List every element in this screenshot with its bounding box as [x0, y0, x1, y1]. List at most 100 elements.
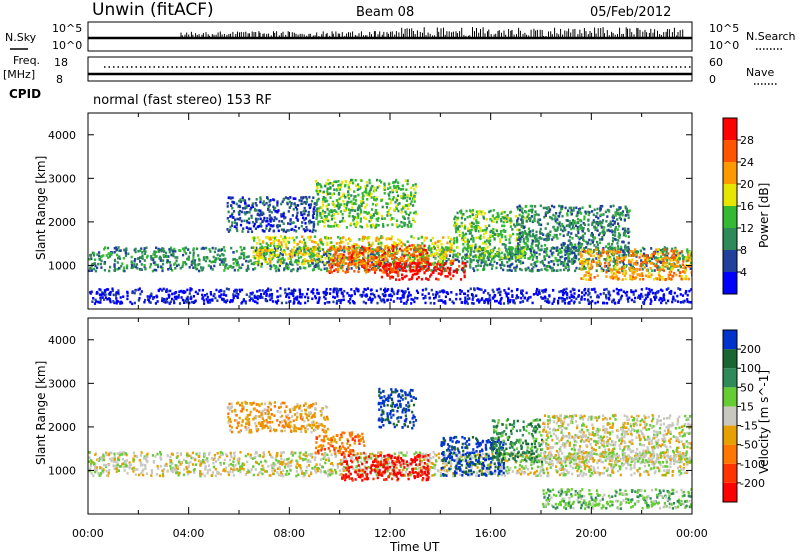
data-cell — [420, 265, 423, 268]
data-cell — [665, 261, 669, 265]
data-cell — [580, 265, 583, 268]
data-cell — [322, 196, 325, 199]
data-cell — [376, 257, 379, 261]
data-cell — [590, 232, 593, 235]
data-cell — [690, 288, 692, 291]
data-cell — [233, 268, 236, 272]
data-cell — [523, 256, 527, 259]
data-cell — [331, 247, 334, 251]
data-cell — [613, 229, 616, 233]
data-cell — [101, 296, 104, 299]
data-cell — [357, 183, 360, 186]
data-cell — [577, 253, 580, 256]
data-cell — [170, 253, 173, 257]
data-cell — [400, 195, 403, 198]
data-cell — [388, 197, 391, 201]
data-cell — [388, 254, 391, 258]
data-cell — [246, 204, 249, 208]
data-cell — [217, 257, 220, 260]
data-cell — [551, 238, 554, 241]
data-cell — [410, 235, 413, 238]
data-cell — [113, 263, 116, 266]
data-cell — [317, 197, 320, 201]
data-cell — [587, 269, 591, 273]
data-cell — [610, 250, 613, 253]
data-cell — [600, 254, 603, 257]
data-cell — [544, 214, 547, 217]
data-cell — [187, 258, 190, 261]
data-cell — [503, 210, 506, 214]
data-cell — [258, 238, 261, 242]
data-cell — [312, 228, 315, 231]
data-cell — [377, 224, 380, 227]
data-cell — [224, 259, 227, 262]
data-cell — [518, 223, 521, 226]
data-cell — [271, 242, 274, 245]
data-cell — [257, 263, 260, 267]
data-cell — [433, 245, 436, 249]
data-cell — [622, 266, 626, 269]
date-title: 05/Feb/2012 — [590, 5, 671, 20]
data-cell — [512, 300, 515, 304]
data-cell — [582, 222, 585, 225]
data-cell — [447, 258, 450, 261]
data-cell — [565, 251, 569, 255]
data-cell — [386, 298, 389, 302]
data-cell — [369, 253, 372, 256]
data-cell — [89, 266, 92, 270]
data-cell — [357, 214, 360, 217]
data-cell — [286, 202, 289, 206]
data-cell — [679, 301, 682, 304]
data-cell — [303, 258, 306, 261]
data-cell — [394, 180, 397, 184]
data-cell — [672, 256, 675, 259]
data-cell — [551, 269, 554, 273]
data-cell — [319, 214, 322, 217]
data-cell — [463, 265, 466, 268]
data-cell — [362, 194, 365, 198]
data-cell — [429, 301, 432, 305]
data-cell — [615, 275, 618, 278]
data-cell — [500, 251, 503, 255]
data-cell — [383, 182, 386, 186]
data-cell — [396, 194, 400, 198]
data-cell — [280, 202, 283, 206]
data-cell — [282, 237, 285, 241]
data-cell — [484, 251, 487, 255]
data-cell — [239, 290, 242, 293]
data-cell — [258, 263, 261, 266]
data-cell — [375, 239, 378, 243]
data-cell — [606, 208, 609, 212]
data-cell — [503, 253, 506, 256]
data-cell — [97, 254, 101, 258]
data-cell — [347, 262, 350, 266]
data-cell — [606, 255, 609, 259]
data-cell — [187, 248, 190, 251]
data-cell — [400, 208, 403, 211]
data-cell — [329, 268, 333, 272]
data-cell — [632, 252, 635, 255]
data-cell — [291, 252, 295, 255]
data-cell — [559, 247, 562, 251]
data-cell — [257, 255, 260, 258]
data-cell — [257, 209, 260, 212]
data-cell — [618, 267, 621, 271]
data-cell — [533, 253, 536, 257]
data-cell — [650, 254, 653, 257]
data-cell — [526, 215, 529, 219]
data-cell — [617, 235, 620, 238]
data-cell — [672, 265, 676, 268]
data-cell — [657, 265, 660, 268]
data-cell — [372, 252, 375, 256]
data-cell — [209, 265, 212, 268]
data-cell — [655, 248, 658, 251]
data-cell — [577, 243, 580, 246]
data-cell — [419, 244, 422, 248]
data-cell — [665, 258, 668, 261]
data-cell — [308, 195, 311, 199]
data-cell — [439, 266, 442, 269]
data-cell — [505, 217, 508, 220]
data-cell — [628, 261, 631, 264]
data-cell — [311, 297, 314, 301]
data-cell — [618, 213, 621, 216]
